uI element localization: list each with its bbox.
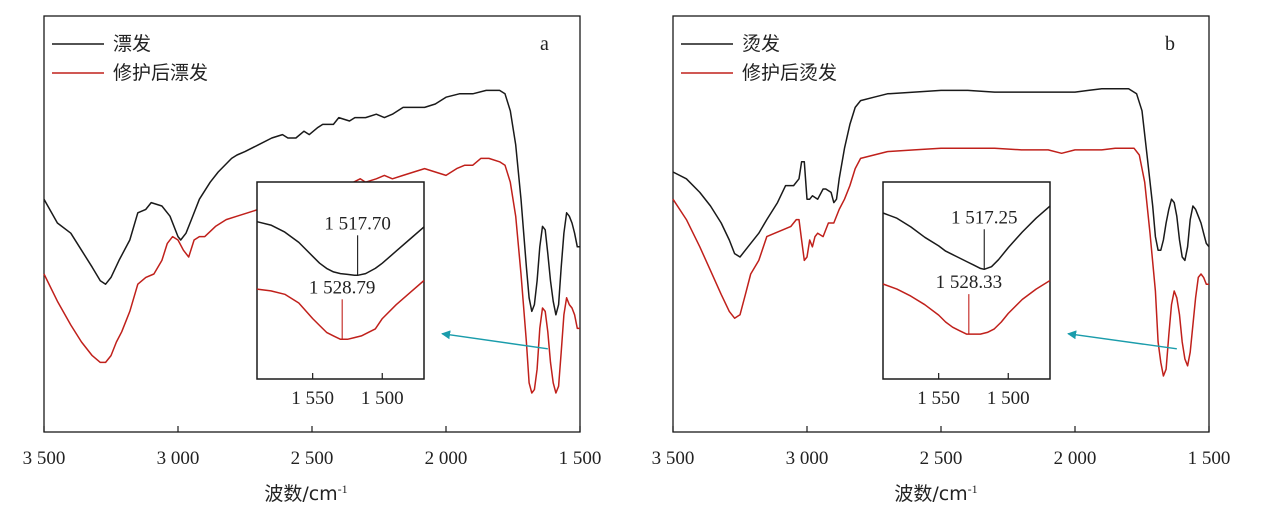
- series-line-1: [672, 147, 1209, 377]
- panel-b-x-ticks: 3 500 3 000 2 500 2 000 1 500: [652, 426, 1231, 469]
- panel-a-x-ticks: 3 500 3 000 2 500 2 000 1 500: [23, 426, 602, 469]
- x-tick-label: 2 500: [920, 448, 963, 469]
- peak-label-1: 1 528.33: [936, 272, 1003, 293]
- x-tick-label: 2 000: [1054, 448, 1097, 469]
- panel-a-legend: 漂发 修护后漂发: [52, 33, 208, 84]
- panel-a: 漂发 修护后漂发 a 1 517.70 1 528.79 1 550 1 500 3 …: [23, 15, 602, 505]
- panel-letter-b: b: [1165, 33, 1175, 55]
- legend-label-0: 漂发: [113, 33, 151, 55]
- inset-tick-label: 1 500: [987, 388, 1030, 409]
- x-tick-label: 3 000: [157, 448, 200, 469]
- panel-b-inset: 1 517.25 1 528.33 1 550 1 500: [882, 181, 1051, 409]
- inset-series-line-0: [882, 205, 1051, 271]
- inset-tick-label: 1 500: [361, 388, 404, 409]
- peak-label-0: 1 517.70: [324, 213, 391, 234]
- panel-b: 烫发 修护后烫发 b 1 517.25 1 528.33 1 550 1 500 3 …: [652, 15, 1231, 505]
- x-tick-label: 1 500: [1188, 448, 1231, 469]
- x-axis-label-a-sup: -1: [338, 482, 348, 496]
- x-tick-label: 2 500: [291, 448, 334, 469]
- inset-frame: [256, 181, 425, 380]
- x-tick-label: 1 500: [559, 448, 602, 469]
- peak-label-1: 1 528.79: [309, 277, 376, 298]
- panel-a-inset: 1 517.70 1 528.79 1 550 1 500: [256, 181, 425, 409]
- legend-label-1: 修护后漂发: [113, 62, 208, 84]
- series-line-0: [43, 89, 580, 316]
- x-axis-label-b-sup: -1: [968, 482, 978, 496]
- x-tick-label: 2 000: [425, 448, 468, 469]
- x-axis-label-b: 波数/cm-1: [894, 482, 977, 505]
- x-axis-label-a: 波数/cm-1: [264, 482, 347, 505]
- x-tick-label: 3 500: [23, 448, 66, 469]
- panel-letter-a: a: [540, 33, 549, 55]
- x-axis-label-b-main: 波数/cm: [894, 483, 967, 505]
- inset-series-line-0: [256, 220, 425, 277]
- zoom-arrow: [1067, 330, 1177, 350]
- peak-label-0: 1 517.25: [951, 207, 1018, 228]
- zoom-arrow: [441, 330, 548, 350]
- x-tick-label: 3 500: [652, 448, 695, 469]
- inset-tick-label: 1 550: [917, 388, 960, 409]
- panel-b-legend: 烫发 修护后烫发: [681, 33, 837, 84]
- series-line-0: [672, 87, 1210, 262]
- x-tick-label: 3 000: [786, 448, 829, 469]
- legend-label-1: 修护后烫发: [742, 62, 837, 84]
- legend-label-0: 烫发: [742, 33, 780, 55]
- inset-tick-label: 1 550: [291, 388, 334, 409]
- x-axis-label-a-main: 波数/cm: [264, 483, 337, 505]
